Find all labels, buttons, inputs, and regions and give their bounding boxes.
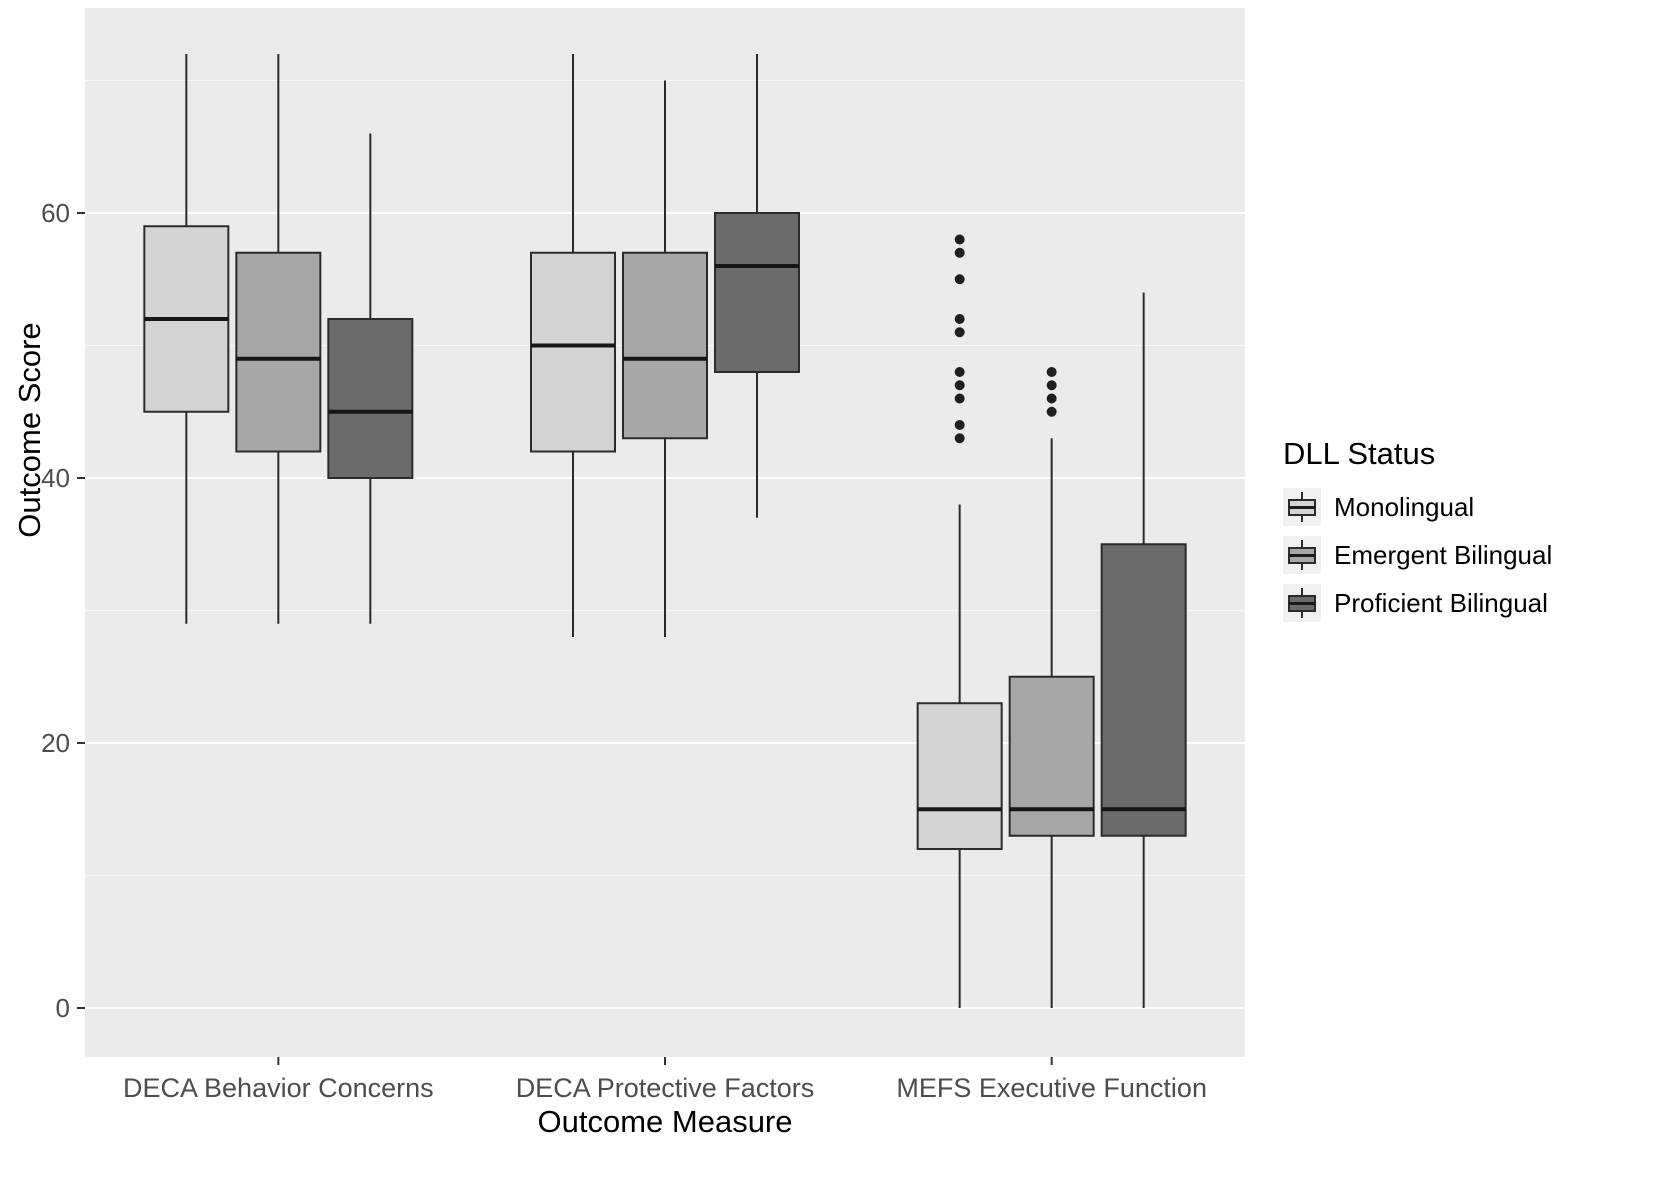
legend-item-emergent-bilingual: Emergent Bilingual <box>1283 536 1552 574</box>
legend: DLL Status Monolingual Emergent Bilingua… <box>1283 436 1552 632</box>
y-tick-label: 40 <box>41 463 70 493</box>
boxplot-key-icon <box>1283 584 1321 622</box>
outlier-point <box>954 420 965 430</box>
box <box>714 212 800 373</box>
outlier-point <box>954 327 965 338</box>
outlier-point <box>1046 406 1057 417</box>
box <box>1008 675 1095 837</box>
outlier-point <box>954 314 965 324</box>
box <box>530 251 616 453</box>
box <box>235 251 322 453</box>
legend-label: Emergent Bilingual <box>1334 539 1553 570</box>
box <box>1100 543 1187 837</box>
legend-label: Monolingual <box>1334 491 1475 522</box>
x-tick-label: DECA Behavior Concerns <box>123 1073 434 1103</box>
boxplot-key-icon <box>1283 488 1321 526</box>
legend-label: Proficient Bilingual <box>1334 587 1548 618</box>
legend-title: DLL Status <box>1283 436 1436 471</box>
outlier-point <box>1046 380 1057 391</box>
outlier-point <box>954 367 965 377</box>
outlier-point <box>954 433 965 444</box>
legend-item-proficient-bilingual: Proficient Bilingual <box>1283 584 1552 622</box>
x-tick-label: MEFS Executive Function <box>896 1073 1207 1103</box>
y-tick-label: 0 <box>56 993 70 1023</box>
box <box>916 702 1003 850</box>
outlier-point <box>954 234 965 245</box>
outlier-point <box>954 393 965 404</box>
x-axis-title: Outcome Measure <box>537 1104 793 1139</box>
box <box>622 251 708 440</box>
y-tick-label: 20 <box>41 728 70 758</box>
legend-item-monolingual: Monolingual <box>1283 488 1552 526</box>
y-axis-title: Outcome Score <box>12 322 47 538</box>
outlier-point <box>954 274 965 285</box>
outlier-point <box>1046 367 1057 377</box>
outlier-point <box>954 247 965 258</box>
x-tick-label: DECA Protective Factors <box>516 1073 815 1103</box>
outlier-point <box>954 380 965 391</box>
outlier-point <box>1046 393 1057 404</box>
box <box>327 318 414 479</box>
y-tick-label: 60 <box>41 198 70 228</box>
boxplot-key-icon <box>1283 536 1321 574</box>
